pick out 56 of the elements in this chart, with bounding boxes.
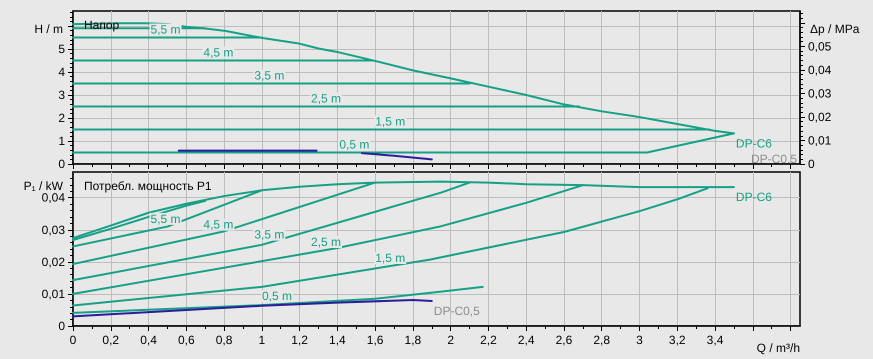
y2-tick-label: 0,02 (808, 110, 832, 124)
y2-tick-label: 0,04 (808, 62, 832, 77)
x-tick-label: 2,6 (556, 333, 573, 347)
y-tick-label: 0,03 (42, 222, 66, 237)
annotation: 4,5 m (203, 218, 234, 232)
y-tick-label: 0 (58, 319, 66, 333)
x-tick-label: 1,2 (291, 333, 308, 347)
x-tick-label: 2,2 (480, 333, 498, 347)
x-tick-label: 3,4 (706, 333, 724, 347)
x-tick-label: 0,4 (140, 333, 158, 347)
annotation: 4,5 m (203, 45, 234, 60)
x-tick-label: 1,8 (404, 333, 422, 347)
x-tick-label: 2,8 (593, 333, 610, 347)
annotation: 1,5 m (375, 114, 406, 128)
y-tick-label: 1 (58, 134, 66, 148)
y2-tick-label: 0,01 (808, 133, 832, 148)
x-tick-label: 1,4 (329, 333, 346, 347)
x-tick-label: 3,2 (668, 333, 686, 347)
annotation: 0,5 m (262, 289, 292, 304)
annotation: DP-C0,5 (434, 304, 480, 318)
annotation: DP-C6 (736, 136, 772, 150)
annotation: 0,5 m (339, 137, 370, 152)
y-tick-label: 2 (58, 110, 66, 125)
text: Потребл. мощность P1 (84, 179, 212, 193)
x-tick-label: 2 (447, 333, 454, 347)
x-tick-label: 0,2 (102, 333, 120, 347)
y2-axis-title: Δp / MPa (810, 22, 860, 36)
y2-tick-label: 0,03 (808, 86, 832, 100)
y-tick-label: 0,01 (42, 286, 66, 301)
x-tick-label: 1,6 (366, 333, 384, 347)
annotation: 5,5 m (150, 212, 181, 226)
y-axis-title: P₁ / kW (24, 178, 64, 193)
annotation: 2,5 m (311, 234, 342, 249)
x-tick-label: 1 (258, 333, 266, 347)
annotation: 3,5 m (254, 68, 284, 82)
x-tick-label: 0,6 (178, 333, 195, 347)
x-tick-label: 3 (636, 333, 644, 347)
y2-tick-label: 0,05 (808, 39, 832, 54)
y-tick-label: 3 (58, 88, 66, 102)
y-tick-label: 4 (58, 64, 66, 79)
annotation: 3,5 m (254, 228, 284, 242)
annotation: DP-C0,5 (750, 152, 798, 166)
x-tick-label: 2,4 (518, 333, 535, 347)
x-tick-label: 0 (70, 333, 77, 347)
y2-tick-label: 0 (808, 157, 815, 171)
annotation: DP-C6 (736, 190, 772, 204)
y-tick-label: 0 (58, 157, 66, 171)
y-tick-label: 0,02 (42, 254, 66, 269)
annotation: 2,5 m (311, 91, 342, 106)
annotation: 5,5 m (150, 22, 181, 36)
y-tick-label: 0,04 (42, 190, 66, 205)
y-axis-title: H / m (34, 22, 63, 36)
annotation: 1,5 m (375, 251, 406, 266)
y-tick-label: 5 (58, 42, 66, 56)
x-tick-label: 0,8 (216, 333, 233, 347)
x-axis-title: Q / m³/h (756, 341, 800, 355)
